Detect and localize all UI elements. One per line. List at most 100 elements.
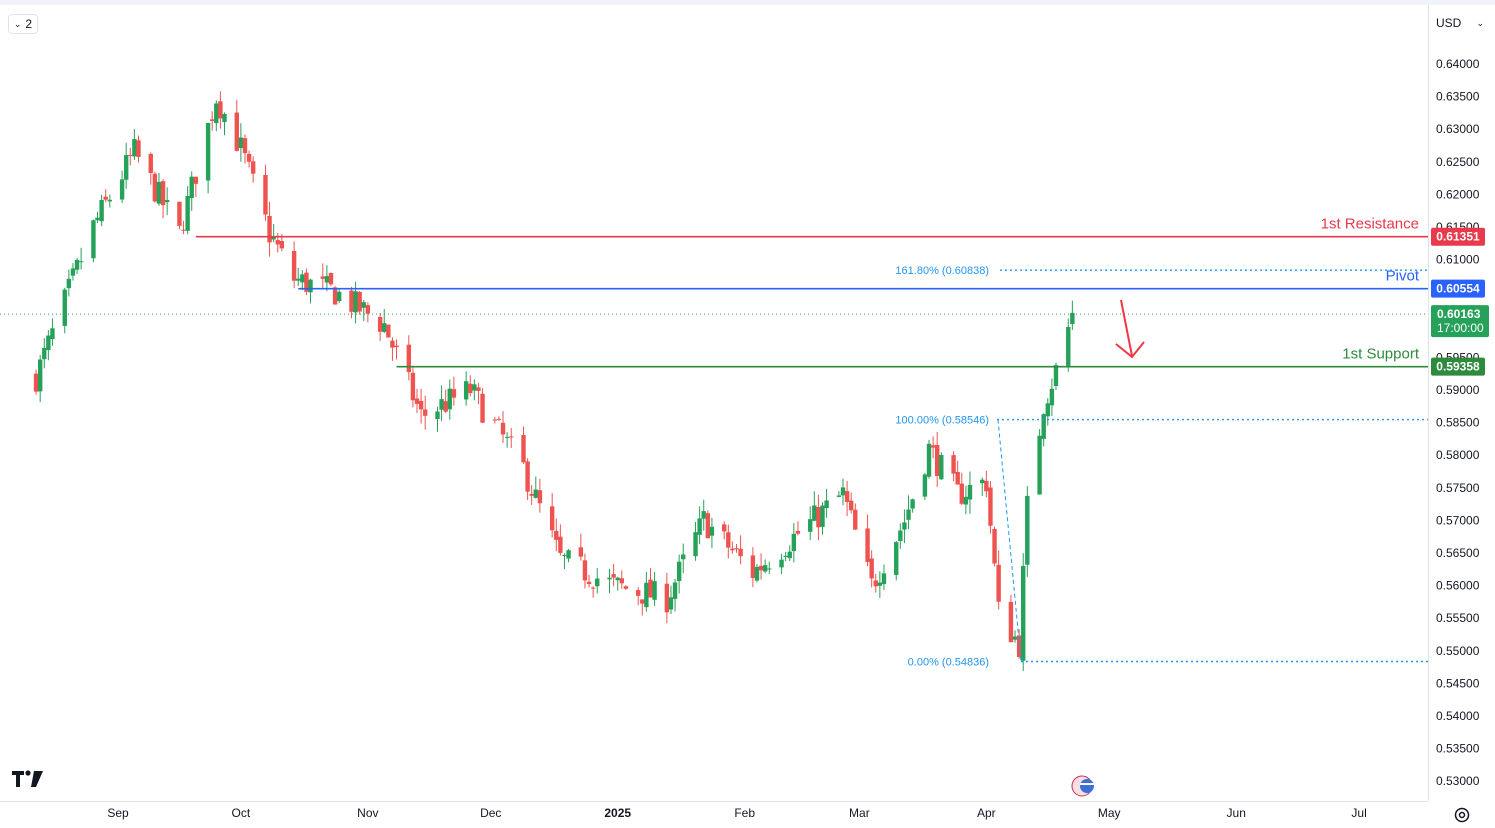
- candle: [205, 122, 211, 194]
- candle-body: [816, 507, 821, 528]
- candle: [410, 365, 416, 408]
- gear-icon[interactable]: [1453, 806, 1471, 824]
- candle: [529, 484, 534, 505]
- candle: [62, 287, 67, 334]
- candle: [959, 472, 964, 506]
- candle: [37, 354, 43, 403]
- candle-body: [394, 345, 399, 348]
- candle: [390, 337, 395, 361]
- x-tick-label: Nov: [357, 806, 378, 820]
- candle: [595, 568, 600, 594]
- candle-body: [525, 461, 530, 492]
- candle: [635, 587, 641, 606]
- y-tick-label: 0.63500: [1436, 90, 1480, 104]
- candle: [996, 550, 1001, 610]
- candle-body: [308, 279, 313, 293]
- level-price-tag-label: 0.61351: [1436, 230, 1480, 244]
- candle-body: [848, 500, 854, 511]
- candle: [955, 460, 960, 485]
- candle: [525, 458, 530, 501]
- candle: [377, 313, 383, 342]
- candle: [848, 492, 854, 514]
- candle-body: [709, 526, 715, 536]
- candle: [234, 99, 239, 152]
- candle: [406, 335, 412, 381]
- candle: [136, 135, 141, 163]
- candle-body: [160, 181, 166, 206]
- candle: [66, 269, 72, 297]
- chevron-down-icon: ⌄: [1476, 17, 1484, 28]
- candle-body: [33, 373, 39, 392]
- candle: [926, 439, 932, 479]
- candle-body: [681, 554, 686, 560]
- candle: [877, 571, 883, 598]
- candle-body: [156, 181, 162, 204]
- candle-body: [762, 565, 768, 572]
- candle-body: [103, 196, 108, 200]
- candle: [1025, 486, 1030, 577]
- candle: [816, 494, 821, 541]
- candle: [853, 503, 858, 530]
- candle-body: [558, 536, 563, 553]
- candle-body: [1045, 403, 1050, 417]
- candle: [836, 491, 842, 498]
- candle-body: [738, 548, 743, 557]
- candle: [992, 526, 997, 567]
- fib-label: 0.00% (0.54836): [908, 656, 989, 668]
- candle: [750, 547, 756, 588]
- candle-body: [582, 560, 588, 581]
- last-price-label: 0.60163: [1437, 307, 1481, 321]
- candle: [74, 257, 80, 275]
- candle-body: [881, 573, 887, 585]
- candle: [701, 499, 706, 531]
- candle: [762, 559, 768, 574]
- candle: [349, 286, 354, 319]
- candle: [336, 289, 342, 303]
- y-tick-label: 0.57500: [1436, 481, 1480, 495]
- candle: [476, 382, 481, 405]
- candle: [42, 338, 47, 369]
- candle-body: [222, 114, 227, 123]
- candle-body: [676, 561, 682, 582]
- candle-body: [500, 422, 506, 435]
- candle-body: [37, 359, 43, 392]
- candle: [586, 574, 592, 588]
- candle: [582, 553, 588, 589]
- candle: [246, 150, 252, 168]
- candle-body: [615, 577, 620, 581]
- candle: [930, 436, 936, 459]
- candle: [873, 574, 878, 593]
- candle-body: [611, 574, 616, 578]
- candle: [418, 388, 424, 424]
- candle: [590, 586, 596, 598]
- candle-body: [476, 387, 481, 391]
- candle-body: [959, 483, 964, 504]
- candle: [672, 578, 678, 612]
- price-axis-panel: [1428, 5, 1495, 801]
- candle-body: [586, 581, 592, 585]
- candle: [439, 385, 444, 421]
- candle: [644, 571, 649, 612]
- candle: [898, 523, 903, 549]
- candle: [738, 535, 743, 565]
- candle-body: [1049, 388, 1055, 406]
- candle-body: [46, 335, 51, 351]
- candle: [472, 379, 477, 401]
- last-price-tag: [1431, 305, 1489, 338]
- candle: [386, 324, 391, 338]
- candle-body: [406, 344, 412, 373]
- candle-body: [554, 530, 559, 540]
- candle-body: [955, 471, 960, 485]
- candle: [652, 571, 657, 606]
- candle: [611, 563, 616, 587]
- y-tick-label: 0.55500: [1436, 611, 1480, 625]
- candle: [33, 369, 39, 395]
- candle: [308, 278, 313, 304]
- candle-body: [1008, 601, 1014, 643]
- collapse-indicators-button[interactable]: ⌄ 2: [8, 14, 38, 34]
- candle: [681, 543, 686, 574]
- candle: [697, 506, 702, 545]
- candle-body: [300, 274, 305, 283]
- currency-select[interactable]: USD ⌄: [1430, 13, 1490, 33]
